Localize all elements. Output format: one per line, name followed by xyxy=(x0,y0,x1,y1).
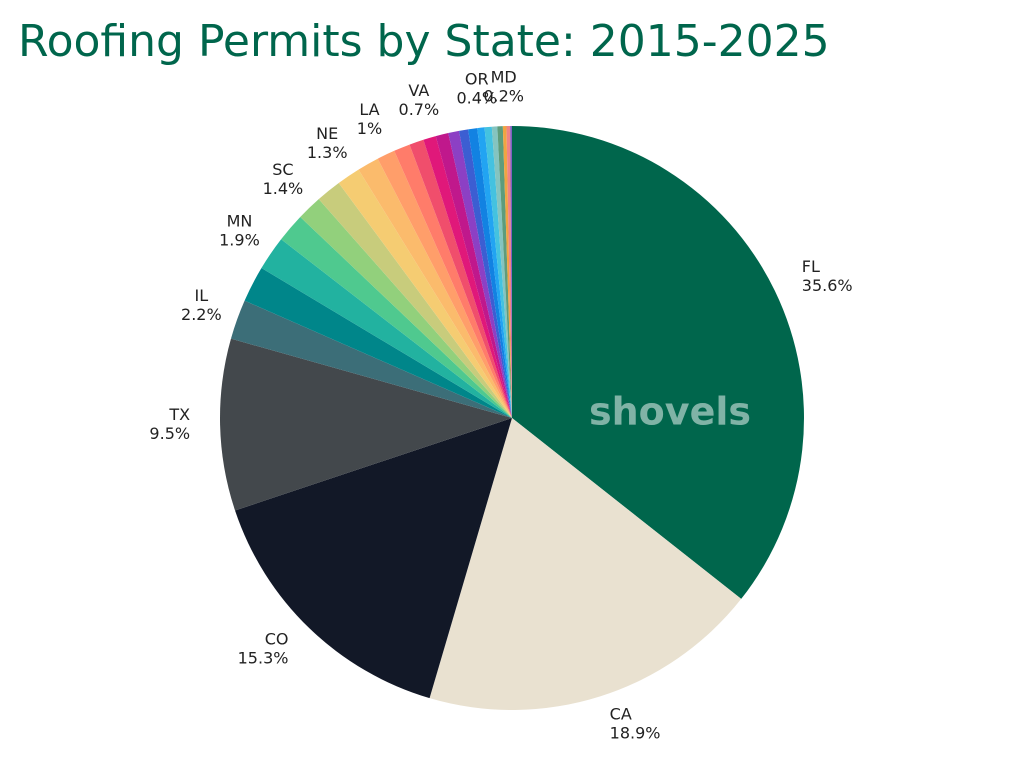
slice-value-label: 35.6% xyxy=(802,276,853,295)
watermark: shovels xyxy=(589,390,751,434)
pie-slice xyxy=(219,338,512,511)
pie-slice xyxy=(512,126,804,599)
slice-label: SC xyxy=(272,160,293,179)
slice-value-label: 1.4% xyxy=(263,179,304,198)
pie-slice xyxy=(281,216,512,418)
pie-slice xyxy=(435,133,512,419)
pie-slice xyxy=(244,268,513,418)
slice-label: TX xyxy=(168,405,190,424)
pie-slice xyxy=(506,126,512,419)
slice-value-label: 1% xyxy=(357,119,382,138)
slice-label: OR xyxy=(465,69,489,88)
pie-slice xyxy=(429,418,742,711)
chart-title: Roofing Permits by State: 2015-2025 xyxy=(18,16,830,67)
pie-slice xyxy=(300,199,512,418)
pie-slice xyxy=(448,130,512,418)
slice-label: CO xyxy=(265,629,289,648)
pie-slice xyxy=(477,127,512,419)
pie-slice xyxy=(484,126,512,418)
slice-label: LA xyxy=(359,100,379,119)
pie-slice xyxy=(261,239,512,418)
pie-slice xyxy=(468,128,512,418)
pie-slice xyxy=(491,126,512,419)
pie-slice xyxy=(394,144,512,418)
pie-slice xyxy=(230,300,512,418)
pie-slice xyxy=(510,126,512,418)
slice-label: NE xyxy=(316,124,338,143)
slice-value-label: 2.2% xyxy=(181,305,222,324)
slice-value-label: 0.2% xyxy=(483,87,524,106)
slice-value-label: 15.3% xyxy=(238,648,289,667)
pie-slice xyxy=(338,169,512,418)
slice-label: IL xyxy=(195,286,209,305)
slice-label: CA xyxy=(610,704,632,723)
pie-slice xyxy=(497,126,512,418)
pie-slice xyxy=(235,418,512,699)
slice-value-label: 9.5% xyxy=(149,424,190,443)
pie-slice xyxy=(423,136,512,418)
slice-value-label: 0.7% xyxy=(399,100,440,119)
slice-label: VA xyxy=(408,81,429,100)
pie-slice xyxy=(409,139,512,418)
pie-slice xyxy=(502,126,512,419)
slice-label: FL xyxy=(802,257,820,276)
pie-slice xyxy=(358,158,512,418)
pie-slice xyxy=(377,150,512,418)
slice-value-label: 1.9% xyxy=(219,230,260,249)
slice-value-label: 18.9% xyxy=(610,723,661,742)
slice-value-label: 0.4% xyxy=(456,88,497,107)
slice-label: MD xyxy=(491,68,517,87)
pie-slice xyxy=(318,182,512,418)
pie-slice xyxy=(459,129,512,418)
slice-value-label: 1.3% xyxy=(307,143,348,162)
slice-label: MN xyxy=(227,211,253,230)
